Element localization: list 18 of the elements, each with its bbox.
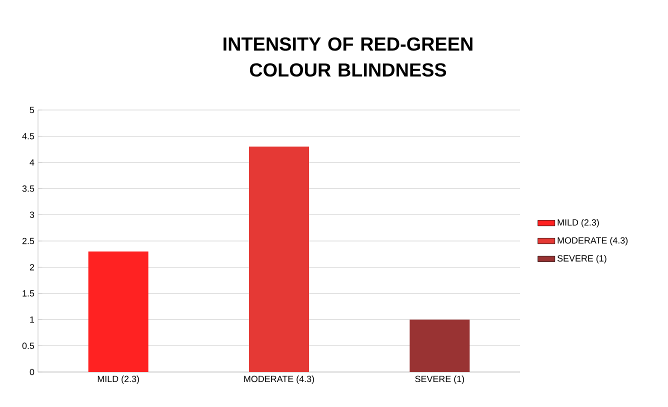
- y-tick-label: 0.5: [22, 342, 34, 349]
- x-tick-label: SEVERE (1): [415, 376, 464, 384]
- y-tick-label: 0: [30, 368, 34, 376]
- legend-label: MILD (2.3): [558, 219, 599, 228]
- y-tick-label: 1: [30, 316, 34, 323]
- x-tick-label: MILD (2.3): [98, 376, 139, 384]
- y-tick-label: 3.5: [22, 185, 34, 192]
- legend-label: SEVERE (1): [557, 254, 606, 264]
- y-tick-label: 3: [30, 212, 34, 218]
- y-tick-label: 5: [30, 106, 34, 114]
- legend-label: MODERATE (4.3): [558, 237, 628, 246]
- y-tick-label: 4: [30, 159, 34, 166]
- chart-title: INTENSITY OF RED-GREEN COLOUR BLINDNESS: [224, 37, 472, 77]
- x-tick-label: MODERATE (4.3): [244, 376, 314, 384]
- y-tick-label: 4.5: [22, 133, 34, 140]
- y-tick-label: 1.5: [22, 290, 34, 297]
- y-tick-label: 2.5: [22, 238, 34, 244]
- y-tick-label: 2: [30, 264, 34, 270]
